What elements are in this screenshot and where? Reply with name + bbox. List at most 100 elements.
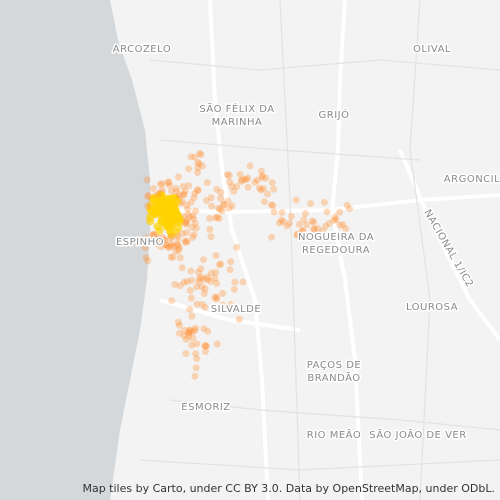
point (343, 201, 351, 209)
point (164, 179, 172, 187)
point (174, 242, 182, 250)
point (228, 182, 236, 190)
point (178, 264, 186, 272)
point (194, 159, 202, 167)
point (270, 185, 278, 193)
point (187, 267, 195, 275)
point (188, 312, 196, 320)
point (292, 196, 300, 204)
point (189, 334, 197, 342)
point (195, 278, 203, 286)
place-label: RIO MEÃO (307, 428, 361, 441)
point (168, 242, 176, 250)
point (188, 341, 196, 349)
point (207, 194, 215, 202)
point (203, 273, 211, 281)
point (154, 234, 162, 242)
point (215, 261, 223, 269)
point (225, 171, 233, 179)
point (202, 347, 210, 355)
point (346, 205, 354, 213)
point (233, 182, 241, 190)
point (175, 246, 183, 254)
point (194, 169, 202, 177)
point (182, 238, 190, 246)
point (258, 172, 266, 180)
point (332, 216, 340, 224)
point (235, 315, 243, 323)
point (172, 247, 180, 255)
point (189, 233, 197, 241)
point (171, 206, 180, 215)
point (165, 178, 173, 186)
point (231, 278, 239, 286)
point (308, 217, 316, 225)
point (183, 238, 191, 246)
point (189, 212, 197, 220)
point (165, 243, 173, 251)
point (297, 229, 305, 237)
point (310, 225, 318, 233)
point (230, 285, 238, 293)
point (156, 180, 164, 188)
point (262, 174, 270, 182)
point (194, 268, 202, 276)
point (193, 355, 201, 363)
point (336, 208, 344, 216)
point (217, 188, 225, 196)
point (180, 278, 188, 286)
point (227, 301, 235, 309)
point (162, 241, 170, 249)
point (203, 178, 211, 186)
place-label: REGEDOURA (302, 245, 370, 256)
point (257, 167, 265, 175)
point (217, 260, 225, 268)
point (141, 244, 149, 252)
point (149, 194, 158, 203)
point (184, 205, 192, 213)
point (189, 215, 197, 223)
point (181, 187, 189, 195)
point (287, 212, 295, 220)
point (149, 236, 157, 244)
point (184, 210, 192, 218)
point (196, 149, 204, 157)
point (173, 241, 181, 249)
point (161, 236, 169, 244)
point (182, 350, 190, 358)
point (192, 324, 200, 332)
point (194, 186, 202, 194)
point (194, 187, 202, 195)
point (207, 277, 215, 285)
point (217, 194, 225, 202)
point (193, 340, 201, 348)
point (197, 273, 205, 281)
point (200, 256, 208, 264)
point (200, 275, 208, 283)
point (311, 233, 319, 241)
sea (0, 0, 150, 500)
point (201, 342, 209, 350)
point (166, 181, 174, 189)
point (144, 257, 152, 265)
point (198, 162, 206, 170)
point (158, 233, 166, 241)
point (330, 216, 338, 224)
point (181, 326, 189, 334)
point (251, 178, 259, 186)
point (223, 171, 231, 179)
point (185, 329, 193, 337)
point (155, 235, 163, 243)
point (192, 364, 200, 372)
point (183, 277, 191, 285)
point (172, 184, 180, 192)
point (179, 182, 187, 190)
point (186, 326, 194, 334)
point (160, 236, 168, 244)
point (167, 187, 175, 195)
point (260, 198, 268, 206)
point (244, 174, 252, 182)
point (180, 332, 188, 340)
place-label: LOUROSA (406, 302, 458, 313)
point (224, 197, 232, 205)
